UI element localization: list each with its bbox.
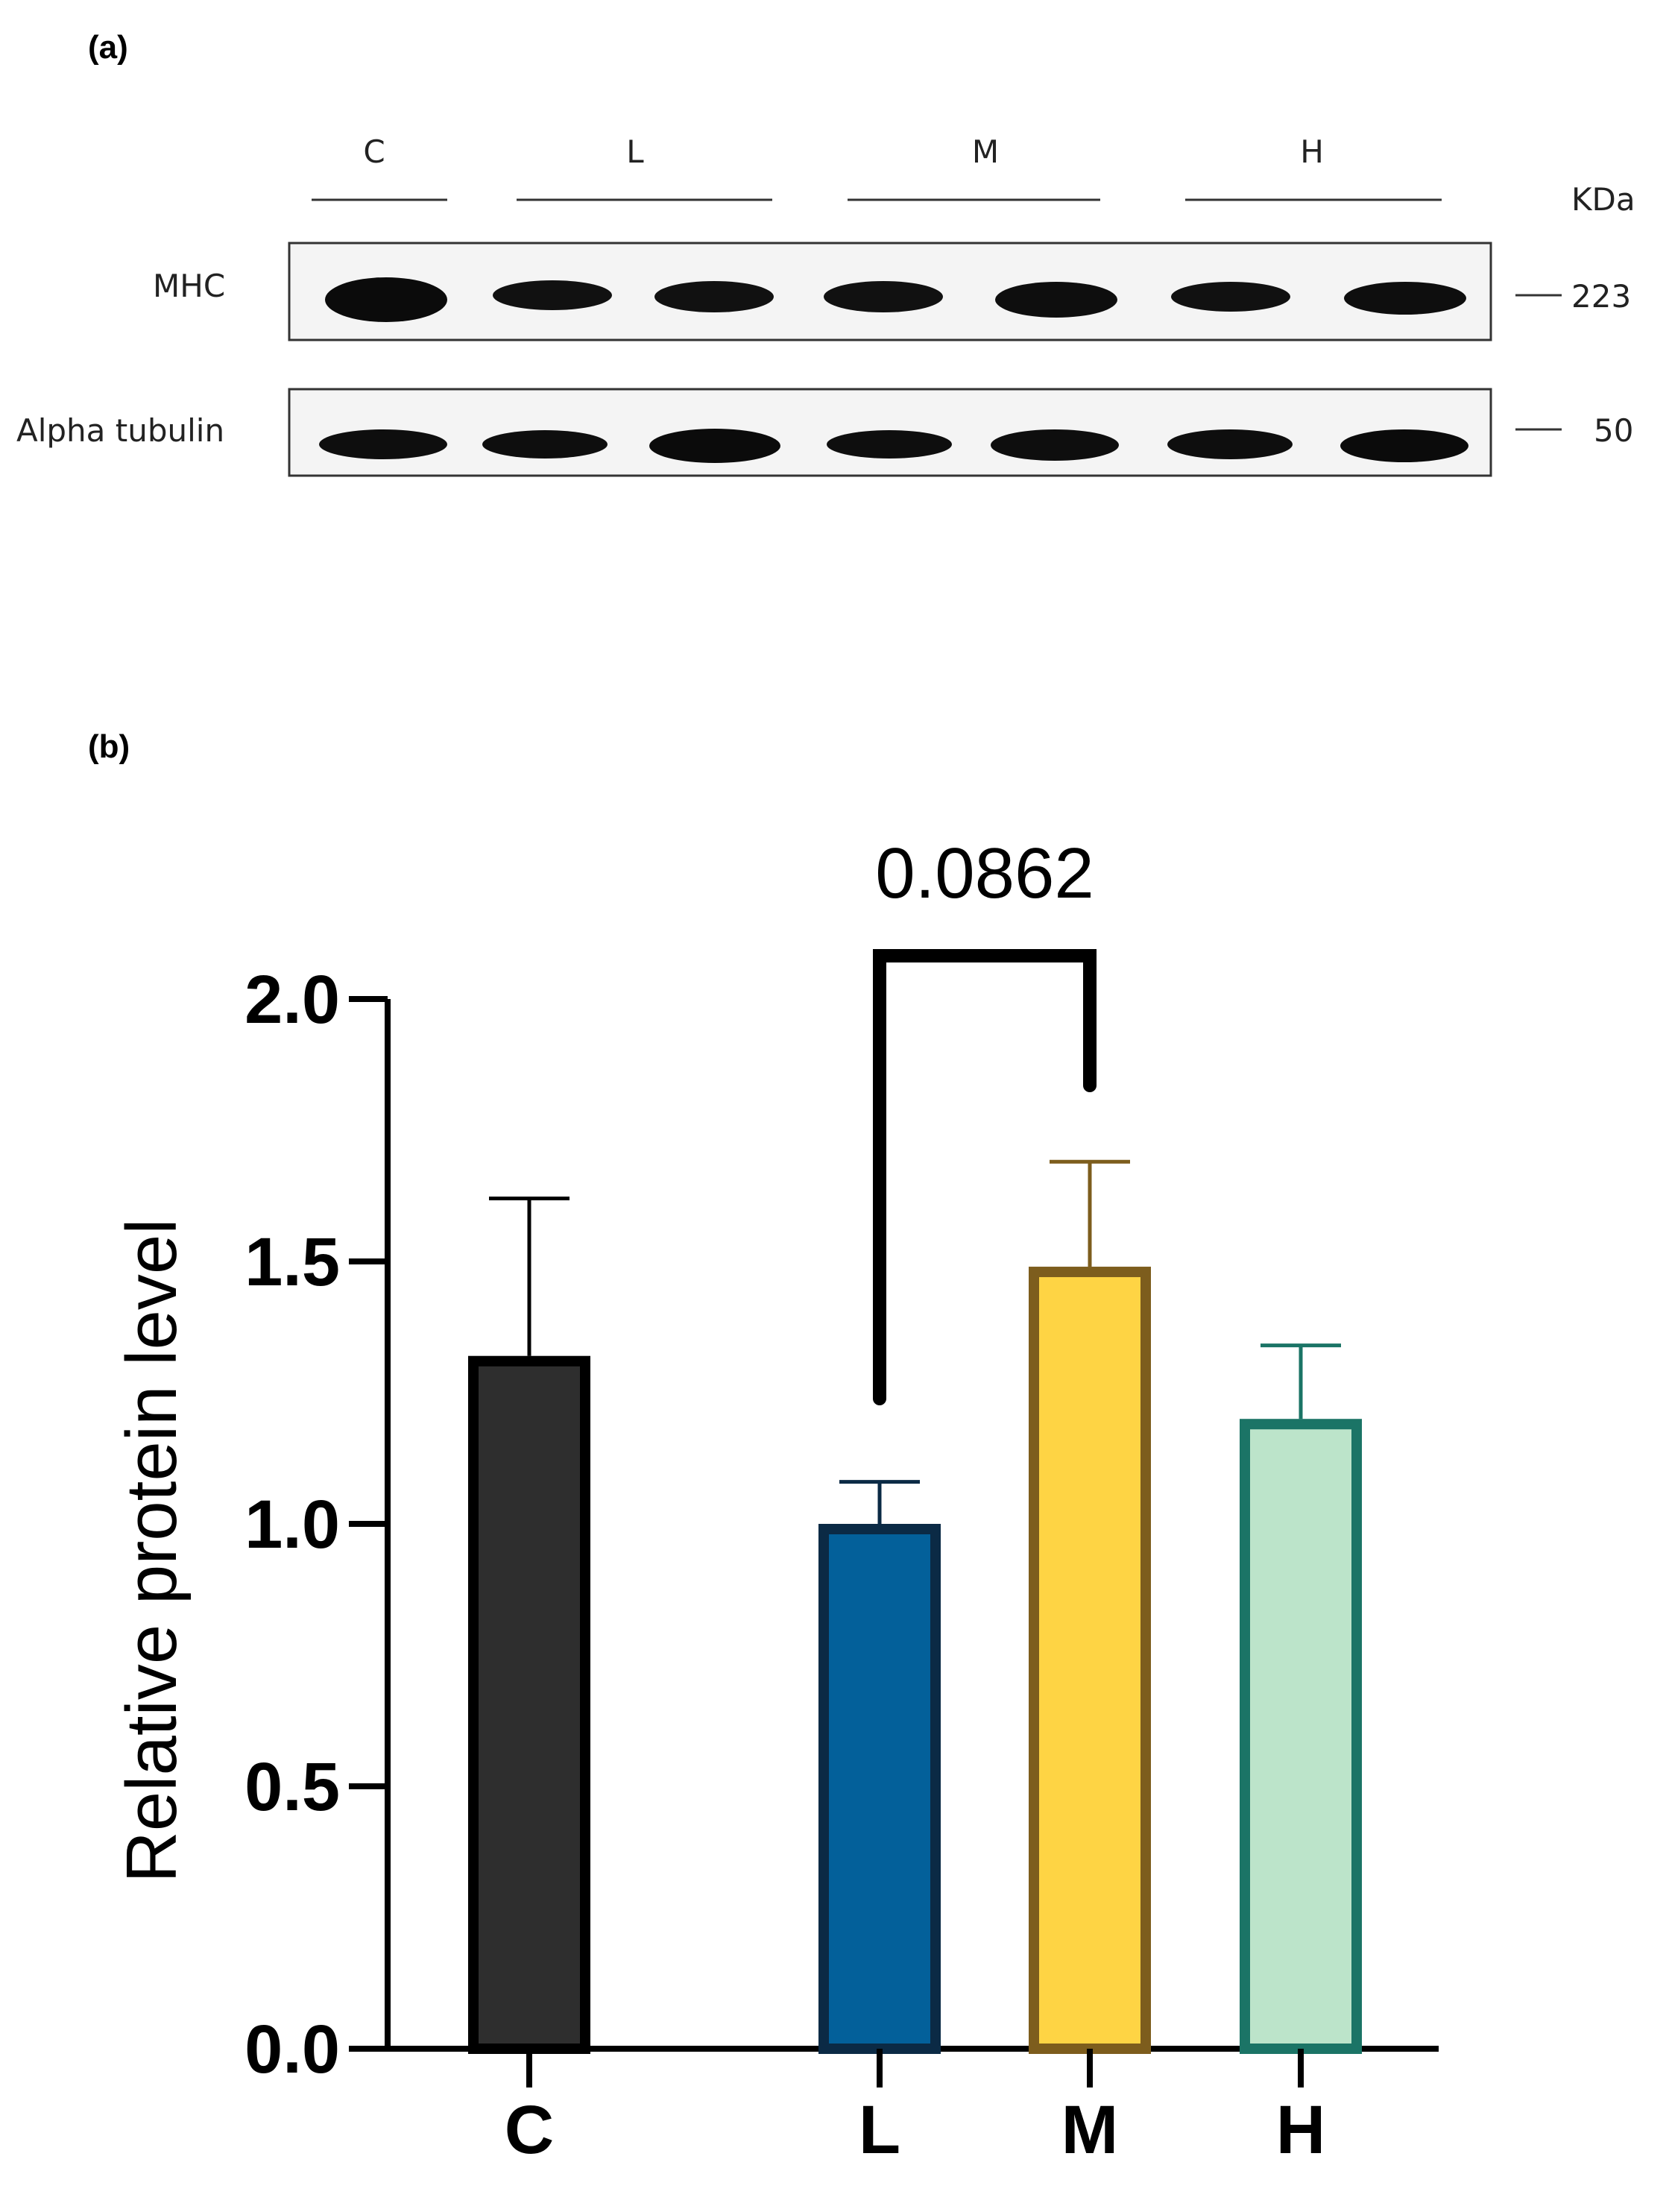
panel-a-label: (a) [88, 29, 128, 66]
blot-bands-tubulin [319, 429, 1468, 463]
panel-b-label: (b) [88, 728, 130, 765]
significance-bracket [873, 949, 1097, 1405]
y-tick-label: 2.0 [244, 962, 340, 1038]
blot-group-label-l: L [626, 133, 644, 170]
blot-group-label-c: C [363, 133, 385, 170]
kda-label: KDa [1571, 181, 1635, 218]
x-tick-label-c: C [505, 2092, 554, 2168]
band-tub-1 [319, 429, 447, 459]
bar-h [1240, 1419, 1362, 2054]
band-mhc-4 [824, 281, 943, 312]
bar-l [818, 1524, 941, 2054]
x-tick-label-m: M [1061, 2092, 1119, 2168]
y-axis-label: Relative protein level [112, 1218, 192, 1882]
band-mhc-6 [1171, 282, 1290, 312]
x-tick-label-l: L [859, 2092, 900, 2168]
marker-value-tubulin: 50 [1594, 412, 1633, 449]
error-bars [489, 1159, 1341, 1524]
y-tick-label: 1.0 [244, 1487, 340, 1563]
p-value-label: 0.0862 [875, 834, 1094, 913]
blot-row-label-mhc: MHC [153, 268, 225, 304]
blot-group-label-h: H [1300, 133, 1324, 170]
band-mhc-2 [493, 280, 612, 310]
blot-row-label-tubulin: Alpha tubulin [16, 412, 224, 449]
y-ticks: 0.0 0.5 1.0 1.5 2.0 [244, 962, 388, 2087]
band-tub-5 [991, 429, 1119, 461]
band-tub-2 [482, 430, 608, 459]
band-mhc-3 [654, 281, 774, 312]
band-mhc-5 [995, 282, 1117, 318]
y-tick-label: 0.5 [244, 1749, 340, 1825]
bar-m [1029, 1267, 1151, 2054]
band-tub-4 [827, 430, 952, 459]
bars [468, 1267, 1362, 2054]
band-mhc-7 [1344, 282, 1466, 315]
significance-annotation: 0.0862 [873, 834, 1097, 1405]
y-tick-label: 1.5 [244, 1224, 340, 1300]
bar-chart: Relative protein level 0.0 0.5 1.0 1.5 2.0 C… [112, 834, 1439, 2168]
x-tick-label-h: H [1276, 2092, 1325, 2168]
y-tick-label: 0.0 [244, 2011, 340, 2087]
bar-c [468, 1355, 590, 2054]
band-tub-7 [1340, 429, 1468, 462]
marker-value-mhc: 223 [1571, 278, 1631, 315]
blot-group-label-m: M [972, 133, 999, 170]
band-tub-3 [649, 429, 780, 463]
band-tub-6 [1167, 429, 1293, 459]
band-mhc-1 [325, 277, 447, 322]
western-blot: C L M H KDa MHC Alpha tubulin 223 [16, 133, 1635, 477]
blot-bands-mhc [325, 277, 1466, 322]
